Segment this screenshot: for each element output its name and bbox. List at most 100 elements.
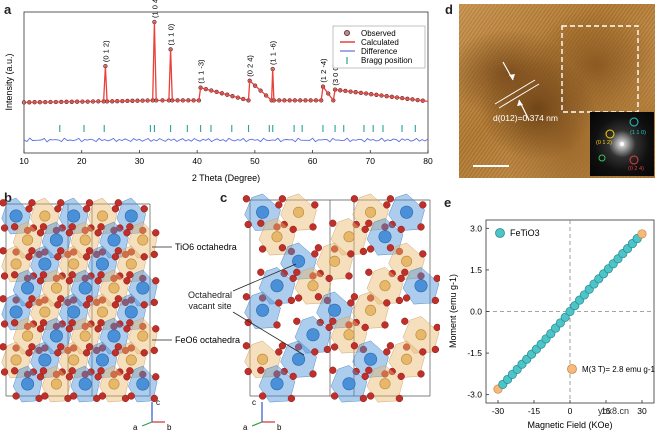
fe-atom [108,282,120,294]
structure-c [242,193,440,403]
o-atom [140,205,148,213]
fft-spot-024 [629,155,639,165]
o-atom [417,223,425,231]
o-atom [70,248,78,256]
o-atom [70,344,78,352]
crystal-structures: TiO6 octahedra FeO6 octahedra c a b c a … [0,193,440,432]
fe-atom [307,280,319,292]
fe-atom [22,234,34,246]
o-atom [54,253,62,261]
ti-atom [38,257,52,271]
d-spacing-label: d(012)=0.374 nm [493,113,558,123]
o-atom [127,248,135,256]
o-atom [126,271,134,279]
o-atom [97,319,105,327]
o-atom [0,368,9,376]
o-atom [359,247,368,256]
vacant-pointer-1 [232,263,297,292]
xrd-x-tick-label: 20 [77,156,87,166]
o-atom [273,223,281,231]
axis-triad-b: c a b [133,398,172,432]
tio6-label: TiO6 octahedra [175,242,237,252]
ti-atom [256,303,270,317]
o-atom [397,225,405,234]
o-atom [257,268,265,276]
o-atom [244,367,252,376]
fe-atom [68,354,80,366]
xrd-peak-label: (1 1 -3) [197,59,206,84]
o-atom [258,294,267,302]
xrd-plot-area [23,11,429,154]
o-atom [402,343,411,351]
fft-spot-110 [629,117,639,127]
o-atom [330,392,339,400]
fe-atom [96,210,108,222]
o-atom [94,229,102,237]
fe-atom [39,306,51,318]
ti-atom [342,377,356,391]
o-atom [311,201,319,209]
axis-triad-c: c a b [243,398,282,432]
o-atom [12,296,20,304]
o-atom [419,250,427,258]
o-atom [361,323,369,332]
legend-calculated: Calculated [361,38,399,47]
o-atom [65,229,74,237]
o-atom [94,373,102,381]
xrd-x-tick-label: 80 [423,156,433,166]
xrd-x-ticks: 10 20 30 40 50 60 70 80 [19,150,433,166]
o-atom [325,323,333,332]
o-atom [431,345,440,354]
mag-legend-marker [495,228,505,238]
o-atom [242,195,251,203]
magnetic-chart: -30 -15 0 15 30 3.0 1.5 0.0 -1.5 -3.0 FeTiO3 M(3… [448,219,656,430]
ti-atom [49,233,63,247]
fe-atom [22,330,34,342]
spacing-arrowhead-1 [509,74,515,80]
o-atom [383,348,391,356]
o-atom [257,366,265,374]
fe-atom [79,330,91,342]
axis-c-a: a [243,423,248,432]
o-atom [366,294,375,302]
ti-atom [21,377,35,391]
feo6-label: FeO6 octahedra [175,335,240,345]
o-atom [57,247,65,255]
o-atom [397,274,405,283]
o-atom [127,344,135,352]
fe-atom [293,206,305,218]
o-atom [365,268,373,276]
o-atom [85,247,94,255]
o-atom [395,394,404,403]
fe-atom [108,378,120,390]
o-atom [25,205,33,213]
o-atom [329,366,337,374]
o-atom [431,296,440,305]
o-atom [293,268,301,276]
ti-atom [292,254,306,268]
o-atom [347,299,355,307]
axis-b-b: b [167,423,172,432]
o-atom [366,392,375,400]
fe-atom [343,329,355,341]
o-atom [68,367,76,375]
xrd-x-axis-label: 2 Theta (Degree) [192,173,260,183]
o-atom [244,220,252,229]
legend-observed: Observed [361,29,396,38]
o-atom [273,321,281,329]
o-atom [0,295,7,303]
o-atom [114,343,122,351]
o-atom [65,277,74,285]
xrd-bragg-ticks [59,125,416,132]
o-atom [97,271,105,279]
o-atom [350,342,359,350]
ti-atom [78,377,92,391]
mag-x-tick-label: -30 [492,406,505,416]
o-atom [25,349,33,357]
panel-letter-c: c [220,190,228,205]
o-atom [39,319,48,327]
o-atom [359,394,368,403]
fe-atom [50,378,62,390]
mag-annotation: M(3 T)= 2.8 emu g-1 [582,365,656,374]
fe-atom [137,330,149,342]
